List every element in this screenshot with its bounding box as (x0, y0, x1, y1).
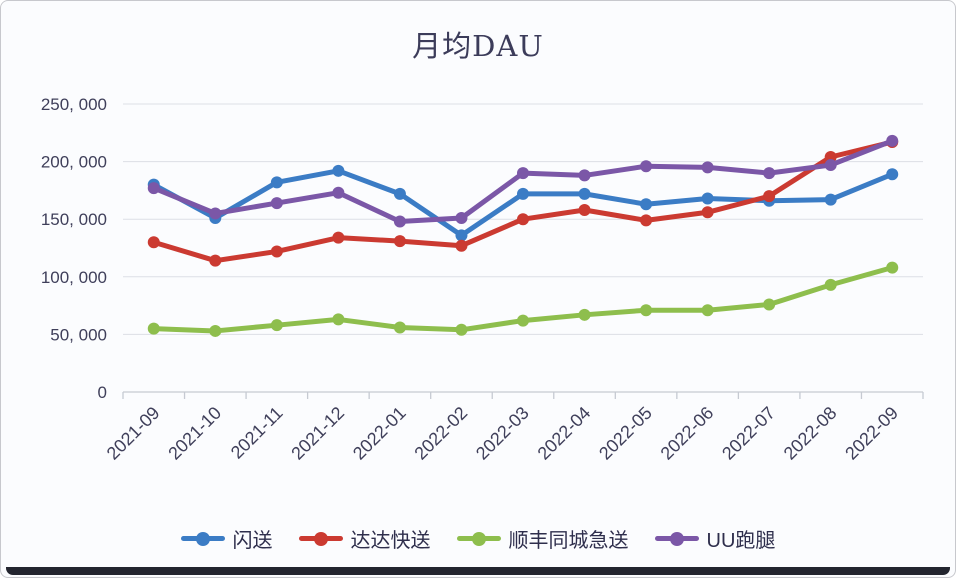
data-point (393, 321, 406, 334)
legend-label: 顺丰同城急送 (508, 530, 629, 552)
data-point (147, 236, 160, 249)
x-axis-labels: 2021-09 2021-10 2021-11 2021-12 2022-01 2022-… (103, 403, 902, 464)
legend-item-0: 闪送 (180, 524, 273, 553)
data-point (640, 214, 653, 227)
data-point (763, 298, 776, 311)
data-point (147, 322, 160, 335)
chart-legend: 闪送 达达快送 顺丰同城急送 UU跑腿 (1, 524, 955, 553)
legend-marker-dot (195, 531, 210, 546)
data-point (886, 134, 899, 147)
data-point (701, 206, 714, 219)
data-point (455, 239, 468, 252)
data-point (270, 319, 283, 332)
data-point (578, 203, 591, 216)
dau-line-chart: 0 50, 000 100, 000 150, 000 200, 000 250, 000… (41, 95, 924, 464)
data-point (578, 187, 591, 200)
x-axis (122, 391, 924, 399)
x-tick-label: 2022-04 (534, 403, 595, 464)
legend-item-3: UU跑腿 (654, 524, 776, 553)
data-point (332, 186, 345, 199)
x-tick-label: 2022-09 (841, 403, 902, 464)
data-point (270, 197, 283, 210)
data-point (578, 308, 591, 321)
x-tick-label: 2022-01 (349, 403, 410, 464)
data-point (209, 254, 222, 267)
data-point (393, 187, 406, 200)
y-tick-label: 200, 000 (41, 153, 107, 172)
data-point (824, 159, 837, 172)
data-point (886, 261, 899, 274)
data-point (517, 314, 529, 327)
bottom-bar (6, 567, 950, 575)
legend-marker-dot (471, 531, 486, 546)
data-point (640, 198, 653, 211)
data-point (886, 168, 899, 181)
data-point (640, 160, 653, 173)
legend-marker-dot (313, 531, 328, 546)
legend-label: 达达快送 (350, 530, 431, 552)
data-point (824, 193, 837, 206)
y-tick-label: 150, 000 (41, 210, 107, 229)
data-point (701, 192, 714, 205)
data-point (763, 190, 776, 203)
data-point (517, 213, 529, 226)
data-point (332, 164, 345, 177)
legend-label: UU跑腿 (706, 530, 776, 552)
x-tick-label: 2022-02 (410, 403, 471, 464)
y-axis-labels: 0 50, 000 100, 000 150, 000 200, 000 250, 000 (41, 95, 107, 402)
y-tick-label: 50, 000 (50, 325, 107, 344)
x-tick-label: 2021-11 (227, 403, 287, 463)
data-point (455, 229, 468, 242)
x-tick-label: 2022-08 (780, 403, 841, 464)
legend-marker-dot (669, 531, 684, 546)
legend-marker (298, 531, 343, 546)
data-point (517, 167, 529, 180)
legend-label: 闪送 (232, 530, 273, 552)
data-point (578, 169, 591, 182)
legend-marker (654, 531, 699, 546)
data-point (332, 231, 345, 244)
data-point (701, 304, 714, 317)
data-point (270, 176, 283, 189)
y-tick-label: 100, 000 (41, 268, 107, 287)
x-tick-label: 2021-09 (103, 403, 164, 464)
series-line-2 (147, 261, 899, 337)
series-path (151, 138, 895, 225)
data-point (640, 304, 653, 317)
data-point (455, 212, 468, 225)
legend-item-2: 顺丰同城急送 (456, 524, 629, 553)
y-tick-label: 250, 000 (41, 95, 107, 114)
y-tick-label: 0 (98, 383, 107, 402)
legend-marker (180, 531, 225, 546)
x-tick-label: 2022-07 (718, 403, 779, 464)
data-point (147, 182, 160, 195)
x-tick-label: 2021-12 (287, 403, 348, 464)
data-point (393, 215, 406, 228)
chart-title: 月均DAU (412, 29, 544, 63)
data-point (455, 323, 468, 336)
data-point (701, 161, 714, 174)
legend-marker (456, 531, 501, 546)
data-point (763, 167, 776, 180)
x-tick-label: 2022-05 (595, 403, 656, 464)
x-tick-label: 2021-10 (164, 403, 225, 464)
data-point (824, 278, 837, 291)
legend-item-1: 达达快送 (298, 524, 431, 553)
series-line-1 (147, 136, 899, 267)
data-point (209, 207, 222, 220)
data-point (393, 235, 406, 248)
series-line-3 (147, 134, 899, 228)
data-point (332, 313, 345, 326)
data-point (270, 245, 283, 258)
data-point (209, 324, 222, 337)
x-tick-label: 2022-03 (472, 403, 533, 464)
data-point (517, 187, 529, 200)
x-tick-label: 2022-06 (657, 403, 718, 464)
